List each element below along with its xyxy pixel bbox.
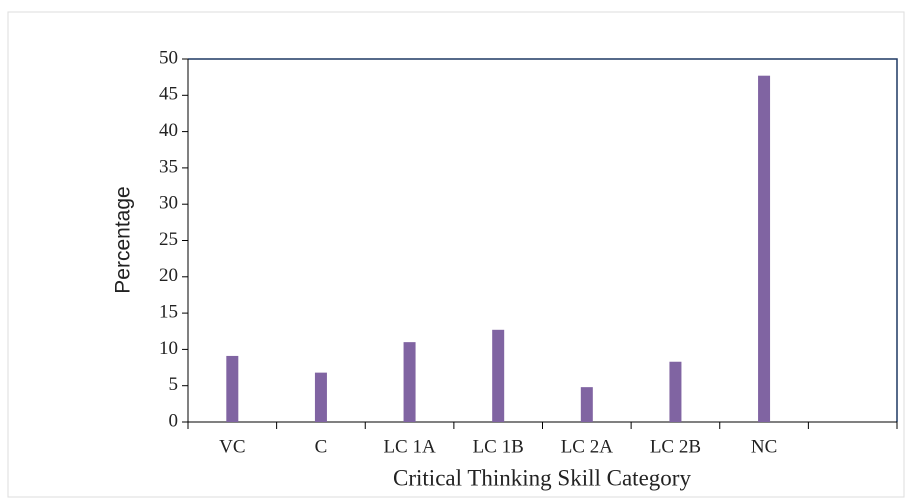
bar — [403, 342, 416, 422]
plot-border — [188, 58, 898, 422]
y-tick-label: 30 — [159, 193, 178, 214]
x-tick-label: LC 2A — [561, 436, 614, 457]
y-tick-label: 5 — [169, 374, 179, 395]
y-tick-label: 15 — [159, 301, 178, 322]
bar — [580, 387, 593, 422]
x-tick-label: C — [315, 436, 328, 457]
x-tick-label: LC 1A — [383, 436, 436, 457]
bar — [758, 75, 771, 422]
y-tick-label: 10 — [159, 338, 178, 359]
y-tick-label: 35 — [159, 156, 178, 177]
bar — [492, 329, 505, 422]
bar — [226, 355, 239, 422]
y-tick-label: 45 — [159, 84, 178, 105]
x-tick-label: LC 1B — [473, 436, 524, 457]
y-tick-label: 50 — [159, 47, 178, 68]
x-tick-label: NC — [751, 436, 777, 457]
x-axis-label: Critical Thinking Skill Category — [393, 465, 691, 490]
x-tick-label: VC — [219, 436, 245, 457]
bar — [669, 361, 682, 422]
y-tick-label: 40 — [159, 120, 178, 141]
y-tick-label: 25 — [159, 229, 178, 250]
x-tick-label: LC 2B — [650, 436, 701, 457]
bar — [314, 372, 327, 422]
y-tick-label: 20 — [159, 265, 178, 286]
y-tick-label: 0 — [169, 410, 179, 431]
frame — [7, 11, 905, 498]
y-axis-label: Percentage — [112, 186, 135, 293]
